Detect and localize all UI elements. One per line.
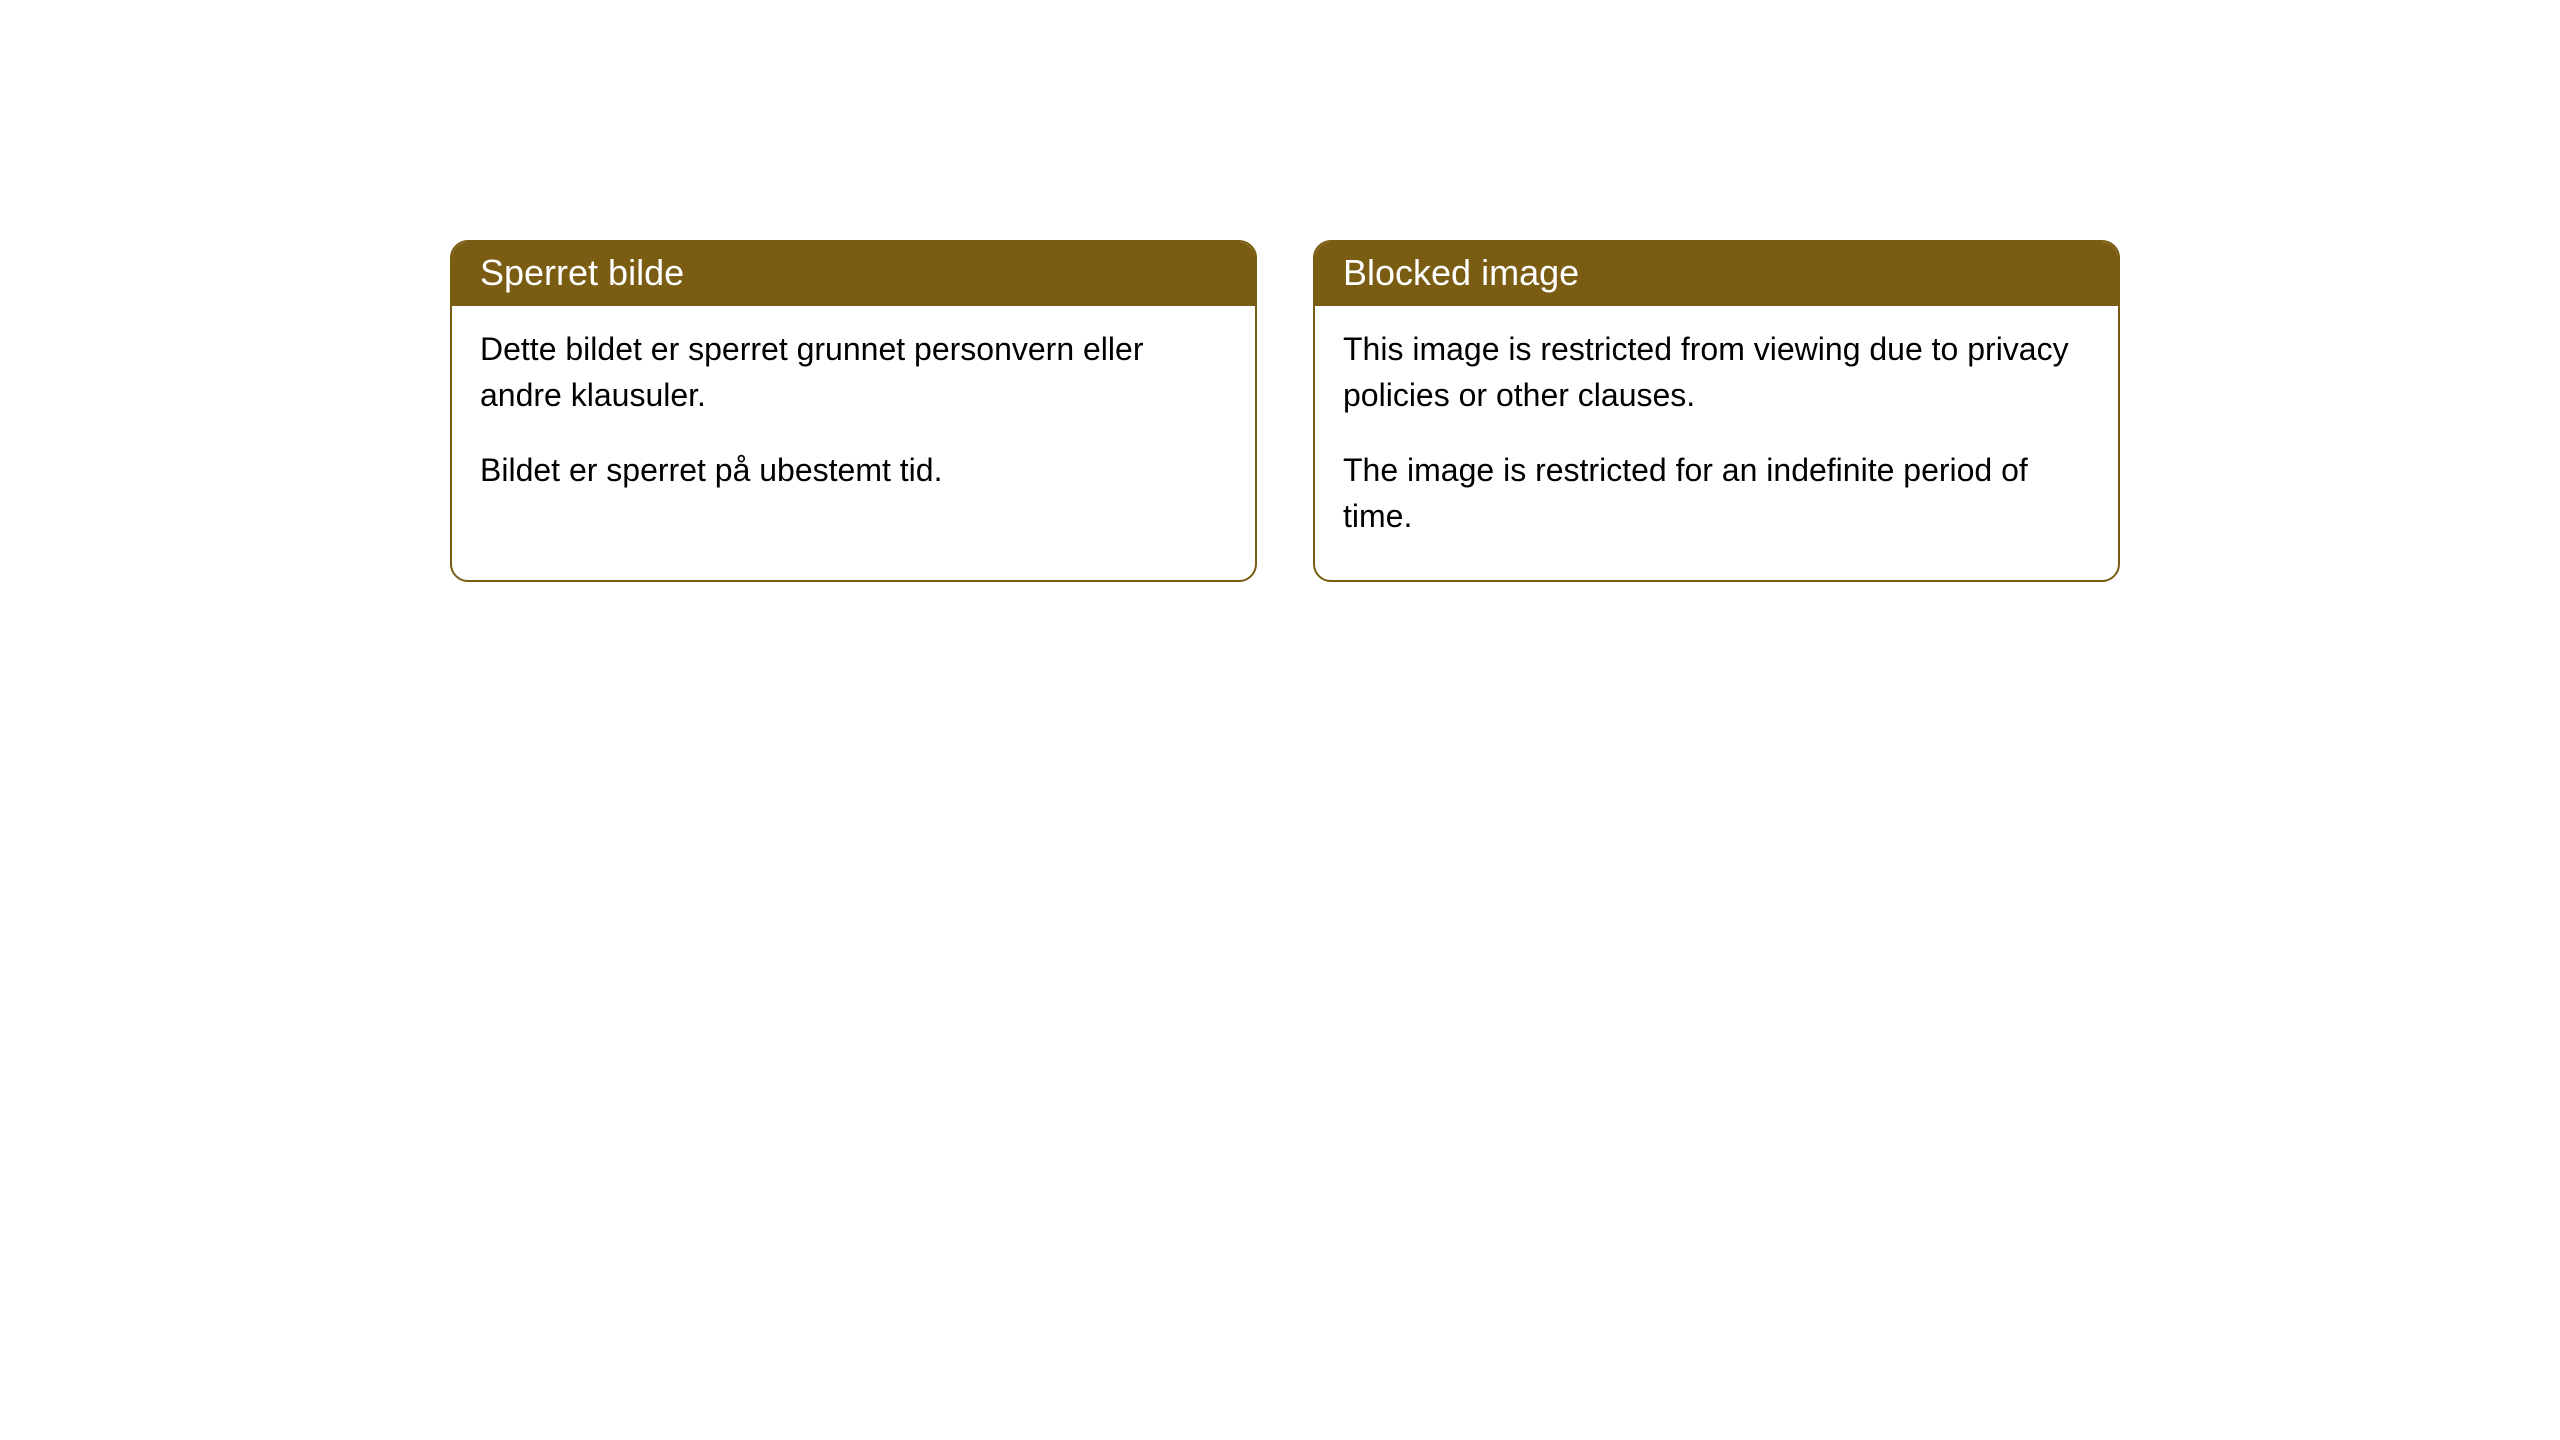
notice-cards-container: Sperret bilde Dette bildet er sperret gr… <box>450 240 2120 582</box>
card-paragraph: Dette bildet er sperret grunnet personve… <box>480 326 1227 419</box>
card-paragraph: This image is restricted from viewing du… <box>1343 326 2090 419</box>
card-header-en: Blocked image <box>1315 242 2118 306</box>
card-paragraph: The image is restricted for an indefinit… <box>1343 447 2090 540</box>
card-header-no: Sperret bilde <box>452 242 1255 306</box>
card-body-no: Dette bildet er sperret grunnet personve… <box>452 306 1255 533</box>
card-body-en: This image is restricted from viewing du… <box>1315 306 2118 580</box>
card-paragraph: Bildet er sperret på ubestemt tid. <box>480 447 1227 493</box>
blocked-image-card-no: Sperret bilde Dette bildet er sperret gr… <box>450 240 1257 582</box>
blocked-image-card-en: Blocked image This image is restricted f… <box>1313 240 2120 582</box>
